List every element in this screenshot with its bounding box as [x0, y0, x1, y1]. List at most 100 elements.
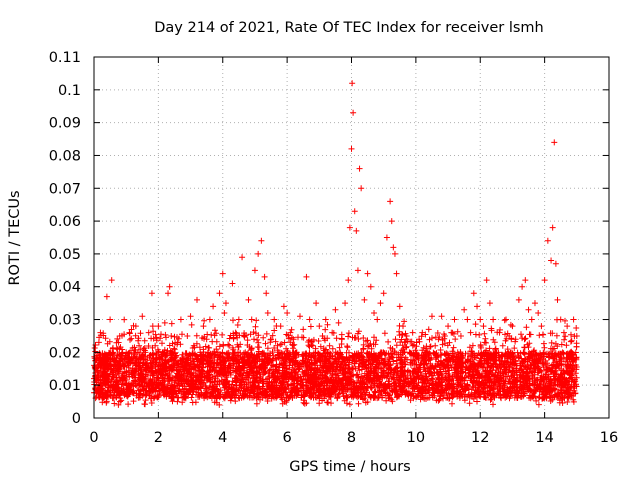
data-point	[181, 355, 188, 362]
data-point	[377, 300, 384, 307]
data-point	[552, 260, 559, 267]
data-point	[277, 323, 284, 330]
data-point	[548, 257, 555, 264]
y-tick-label: 0.07	[49, 181, 81, 197]
data-point	[486, 300, 493, 307]
data-point	[222, 300, 229, 307]
data-point	[528, 316, 535, 323]
data-point	[438, 313, 445, 320]
data-point	[139, 313, 146, 320]
data-point	[412, 355, 419, 362]
data-point	[213, 346, 220, 353]
data-point	[348, 145, 355, 152]
data-point	[226, 342, 233, 349]
data-point	[306, 316, 313, 323]
data-point	[371, 309, 378, 316]
data-point	[361, 296, 368, 303]
data-point	[506, 332, 513, 339]
data-point	[258, 237, 265, 244]
data-point	[190, 342, 197, 349]
data-point	[216, 290, 223, 297]
data-point	[293, 349, 300, 356]
data-point	[155, 323, 162, 330]
data-point	[457, 332, 464, 339]
data-point	[166, 283, 173, 290]
data-point	[148, 290, 155, 297]
data-point	[168, 332, 175, 339]
data-point	[448, 329, 455, 336]
data-point	[383, 234, 390, 241]
data-point	[145, 329, 152, 336]
data-point	[461, 306, 468, 313]
data-point	[551, 139, 558, 146]
data-point	[435, 336, 442, 343]
data-point	[538, 323, 545, 330]
data-point	[567, 349, 574, 356]
data-point	[544, 237, 551, 244]
data-point	[300, 326, 307, 333]
data-point	[509, 323, 516, 330]
y-axis-label: ROTI / TECUs	[7, 190, 23, 285]
x-tick-label: 8	[347, 430, 356, 446]
y-tick-label: 0.05	[49, 247, 81, 263]
data-point	[480, 323, 487, 330]
data-point	[332, 306, 339, 313]
data-point	[342, 300, 349, 307]
data-point	[203, 336, 210, 343]
data-point	[97, 329, 104, 336]
data-point	[493, 349, 500, 356]
data-point	[100, 365, 107, 372]
x-tick-label: 6	[283, 430, 292, 446]
data-point	[219, 270, 226, 277]
data-point	[393, 270, 400, 277]
data-point	[316, 323, 323, 330]
data-point	[284, 309, 291, 316]
data-point	[525, 306, 532, 313]
data-point	[573, 332, 580, 339]
data-point	[496, 329, 503, 336]
data-point	[350, 109, 357, 116]
y-tick-label: 0.1	[58, 83, 81, 99]
data-point	[248, 316, 255, 323]
y-axis: 0 0.01 0.02 0.03 0.04 0.05 0.06 0.07 0.08 0.09 0.1…	[49, 50, 609, 427]
data-point	[171, 362, 178, 369]
data-point	[483, 277, 490, 284]
data-point	[325, 349, 332, 356]
data-point	[499, 342, 506, 349]
data-point	[110, 349, 117, 356]
data-point	[313, 300, 320, 307]
data-points	[91, 80, 580, 408]
data-point	[107, 316, 114, 323]
data-point	[113, 378, 120, 385]
data-point	[142, 349, 149, 356]
data-point	[338, 336, 345, 343]
data-point	[123, 349, 130, 356]
x-tick-label: 4	[218, 430, 227, 446]
x-tick-label: 16	[600, 430, 618, 446]
data-point	[126, 329, 133, 336]
data-point	[322, 316, 329, 323]
data-point	[387, 198, 394, 205]
data-point	[349, 80, 356, 87]
data-point	[116, 332, 123, 339]
data-point	[390, 244, 397, 251]
data-point	[522, 277, 529, 284]
data-point	[422, 349, 429, 356]
data-point	[374, 316, 381, 323]
data-point	[406, 349, 413, 356]
data-point	[255, 250, 262, 257]
data-point	[364, 270, 371, 277]
data-point	[239, 254, 246, 261]
data-point	[356, 165, 363, 172]
data-point	[470, 290, 477, 297]
data-point	[467, 329, 474, 336]
data-point	[409, 329, 416, 336]
data-point	[235, 316, 242, 323]
data-point	[103, 293, 110, 300]
data-point	[274, 342, 281, 349]
data-point	[174, 339, 181, 346]
data-point	[564, 323, 571, 330]
noise-floor-points	[91, 316, 580, 408]
data-point	[345, 277, 352, 284]
